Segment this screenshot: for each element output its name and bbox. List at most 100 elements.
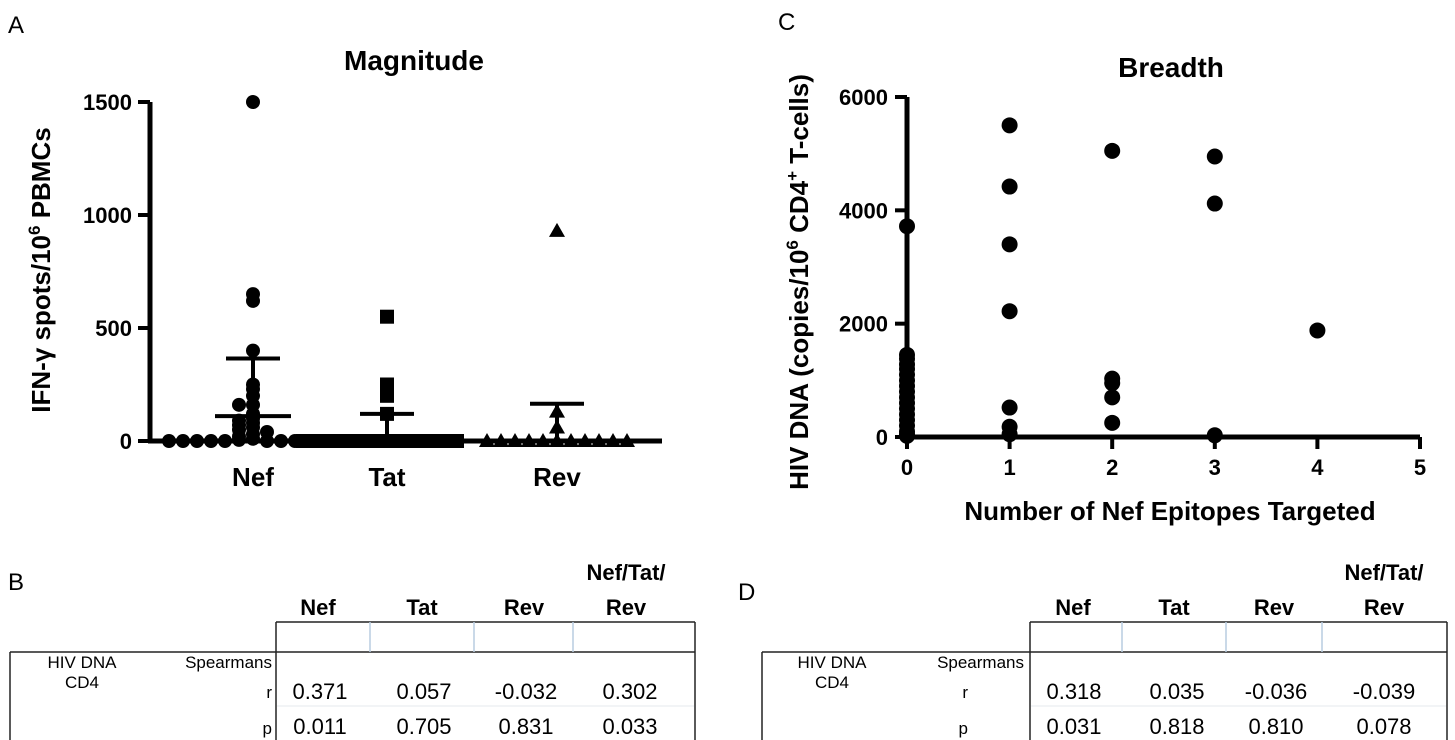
breadth-y-tick-label: 4000 — [839, 198, 888, 223]
magnitude-point-rev — [549, 222, 565, 237]
table-d-r-combined: -0.039 — [1353, 679, 1415, 704]
magnitude-y-tick-label: 500 — [95, 316, 132, 341]
breadth-x-tick-label: 2 — [1106, 455, 1118, 480]
table-b: Nef/Tat/ Nef Tat Rev Rev HIV DNA CD4 Spe… — [9, 560, 696, 740]
breadth-point — [1104, 389, 1121, 406]
breadth-point — [1001, 178, 1018, 195]
magnitude-point-tat — [380, 309, 394, 324]
table-b-header-nef: Nef — [300, 595, 336, 620]
table-b-p-combined: 0.033 — [602, 714, 657, 739]
magnitude-point-tat — [296, 434, 310, 448]
breadth-point — [1001, 117, 1018, 134]
table-d-stat-p: p — [959, 719, 968, 738]
table-d-header-tat: Tat — [1158, 595, 1190, 620]
table-b-r-combined: 0.302 — [602, 679, 657, 704]
table-b-header-rev: Rev — [504, 595, 545, 620]
magnitude-point-nef — [232, 432, 246, 447]
breadth-point — [1104, 142, 1121, 159]
magnitude-point-tat — [338, 434, 352, 448]
table-d-p-nef: 0.031 — [1046, 714, 1101, 739]
magnitude-y-tick-label: 0 — [120, 429, 132, 454]
magnitude-point-nef — [246, 95, 260, 109]
magnitude-y-tick-label: 1500 — [83, 90, 132, 115]
breadth-x-tick-label: 5 — [1414, 455, 1426, 480]
table-d-p-rev: 0.810 — [1248, 714, 1303, 739]
magnitude-category-label: Tat — [368, 462, 405, 492]
breadth-x-axis-label: Number of Nef Epitopes Targeted — [964, 496, 1375, 526]
table-b-header-combined-bottom: Rev — [606, 595, 647, 620]
table-b-r-tat: 0.057 — [396, 679, 451, 704]
breadth-x-tick-label: 4 — [1311, 455, 1324, 480]
table-b-row-label-2: CD4 — [65, 673, 99, 692]
table-d-stat-r: r — [962, 683, 968, 702]
magnitude-point-nef — [246, 431, 260, 446]
magnitude-point-nef — [190, 434, 204, 448]
magnitude-category-label: Nef — [232, 462, 274, 492]
magnitude-point-nef — [218, 434, 232, 448]
table-d-row-label-1: HIV DNA — [798, 653, 868, 672]
breadth-y-tick-label: 2000 — [839, 312, 888, 337]
table-b-p-nef: 0.011 — [293, 714, 346, 739]
table-d-header-combined-bottom: Rev — [1364, 595, 1405, 620]
breadth-x-tick-label: 1 — [1003, 455, 1015, 480]
table-d-header-rev: Rev — [1254, 595, 1295, 620]
table-b-row-label-1: HIV DNA — [48, 653, 118, 672]
magnitude-point-rev — [605, 433, 621, 447]
breadth-point — [1206, 148, 1223, 165]
breadth-point — [1001, 426, 1018, 443]
magnitude-point-tat — [310, 434, 324, 448]
magnitude-point-tat — [450, 434, 464, 448]
panel-letter-a: A — [8, 12, 24, 39]
table-d: Nef/Tat/ Nef Tat Rev Rev HIV DNA CD4 Spe… — [761, 560, 1448, 740]
table-b-p-tat: 0.705 — [396, 714, 451, 739]
breadth-point — [1001, 236, 1018, 253]
magnitude-title: Magnitude — [344, 45, 484, 76]
magnitude-point-tat — [324, 434, 338, 448]
magnitude-point-rev — [619, 433, 635, 447]
table-b-r-rev: -0.032 — [495, 679, 557, 704]
magnitude-point-rev — [479, 433, 495, 447]
breadth-y-tick-label: 6000 — [839, 85, 888, 110]
magnitude-point-nef — [162, 434, 176, 448]
table-d-header-combined-top: Nef/Tat/ — [1344, 560, 1423, 585]
magnitude-point-nef — [274, 434, 288, 448]
table-d-r-tat: 0.035 — [1149, 679, 1204, 704]
magnitude-point-nef — [204, 434, 218, 448]
breadth-point — [1104, 414, 1121, 431]
table-b-stat-r: r — [266, 683, 272, 702]
breadth-point — [1206, 427, 1223, 444]
table-d-row-label-2: CD4 — [815, 673, 849, 692]
table-d-p-combined: 0.078 — [1356, 714, 1411, 739]
breadth-title: Breadth — [1118, 52, 1224, 83]
magnitude-point-nef — [232, 397, 246, 412]
breadth-point — [899, 427, 915, 444]
magnitude-point-nef — [176, 434, 190, 448]
magnitude-point-rev — [591, 433, 607, 447]
breadth-point — [1001, 399, 1018, 416]
breadth-x-tick-label: 0 — [901, 455, 913, 480]
magnitude-point-tat — [380, 388, 394, 403]
magnitude-point-nef — [246, 343, 260, 358]
magnitude-point-tat — [436, 434, 450, 448]
table-d-r-rev: -0.036 — [1245, 679, 1307, 704]
magnitude-point-rev — [507, 433, 523, 447]
breadth-y-tick-label: 0 — [876, 425, 888, 450]
magnitude-point-nef — [246, 293, 260, 308]
breadth-chart: Breadth HIV DNA (copies/106 CD4+ T-cells… — [783, 52, 1426, 526]
table-b-stat-label: Spearmans — [185, 653, 272, 672]
breadth-point — [1309, 322, 1326, 339]
magnitude-point-tat — [380, 377, 394, 392]
panel-letter-c: C — [778, 9, 795, 36]
table-b-stat-p: p — [263, 719, 272, 738]
table-b-r-nef: 0.371 — [292, 679, 347, 704]
table-d-header-nef: Nef — [1055, 595, 1091, 620]
breadth-point — [1001, 303, 1018, 320]
magnitude-point-rev — [493, 433, 509, 447]
magnitude-point-tat — [422, 434, 436, 448]
magnitude-chart: Magnitude IFN-γ spots/106 PBMCs 0 500 1000… — [25, 45, 662, 492]
breadth-x-tick-label: 3 — [1209, 455, 1221, 480]
table-d-stat-label: Spearmans — [937, 653, 1024, 672]
table-d-p-tat: 0.818 — [1149, 714, 1204, 739]
table-b-p-rev: 0.831 — [498, 714, 553, 739]
